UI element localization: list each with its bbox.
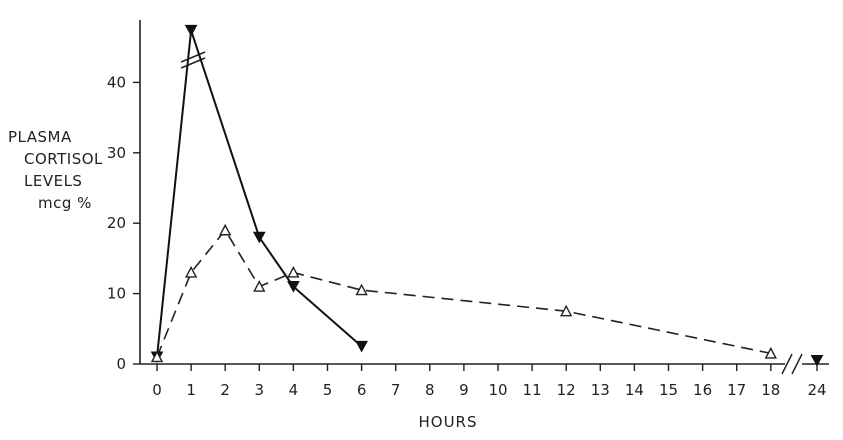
series-line-0 [156,30,363,358]
x-tick-label: 16 [693,381,712,399]
x-tick-label: 17 [727,381,746,399]
y-axis-label-line: CORTISOL [24,150,103,168]
data-point-filled-triangle [184,24,198,37]
x-tick-label: 2 [220,381,230,399]
x-tick-label: 7 [391,381,401,399]
y-tick-label: 10 [107,285,126,303]
x-tick-label: 18 [761,381,780,399]
x-tick-label: 11 [523,381,542,399]
data-point-open-triangle [150,350,164,363]
data-point-open-triangle [560,304,573,317]
data-point-open-triangle [253,280,266,292]
x-tick-label: 10 [488,381,507,399]
data-point-filled-triangle [355,340,368,353]
x-tick-label: 12 [557,381,576,399]
series-line-1 [156,228,771,358]
data-point-open-triangle [184,265,198,278]
data-point-open-triangle [355,283,368,296]
data-point-open-triangle [287,265,300,278]
y-tick-label: 40 [107,73,126,91]
x-tick-label: 6 [357,381,367,399]
x-tick-label: 15 [659,381,678,399]
x-tick-label: 3 [255,381,265,399]
y-tick-label: 0 [116,355,126,373]
y-axis-label-line: PLASMA [8,128,72,146]
x-axis-break-mark [791,353,803,375]
data-point-open-triangle [219,223,232,236]
x-tick-label: 13 [591,381,610,399]
data-point-filled-triangle [810,354,824,367]
x-tick-label: 4 [289,381,299,399]
x-axis-label: HOURS [418,413,477,431]
x-tick-label: 5 [323,381,333,399]
y-axis-label-line: mcg % [38,194,92,212]
x-tick-label: 14 [625,381,644,399]
data-point-filled-triangle [287,281,300,293]
x-tick-label: 1 [186,381,196,399]
data-point-filled-triangle [252,231,266,244]
y-axis-label-line: LEVELS [24,172,82,190]
data-point-open-triangle [764,346,777,359]
x-tick-label: 9 [459,381,469,399]
y-tick-label: 20 [107,214,126,232]
x-axis-break-mark [781,353,793,375]
y-value-break-mark [180,51,206,63]
x-tick-label: 8 [425,381,435,399]
x-tick-label: 0 [152,381,162,399]
y-tick-label: 30 [107,144,126,162]
x-tick-label: 24 [807,381,826,399]
